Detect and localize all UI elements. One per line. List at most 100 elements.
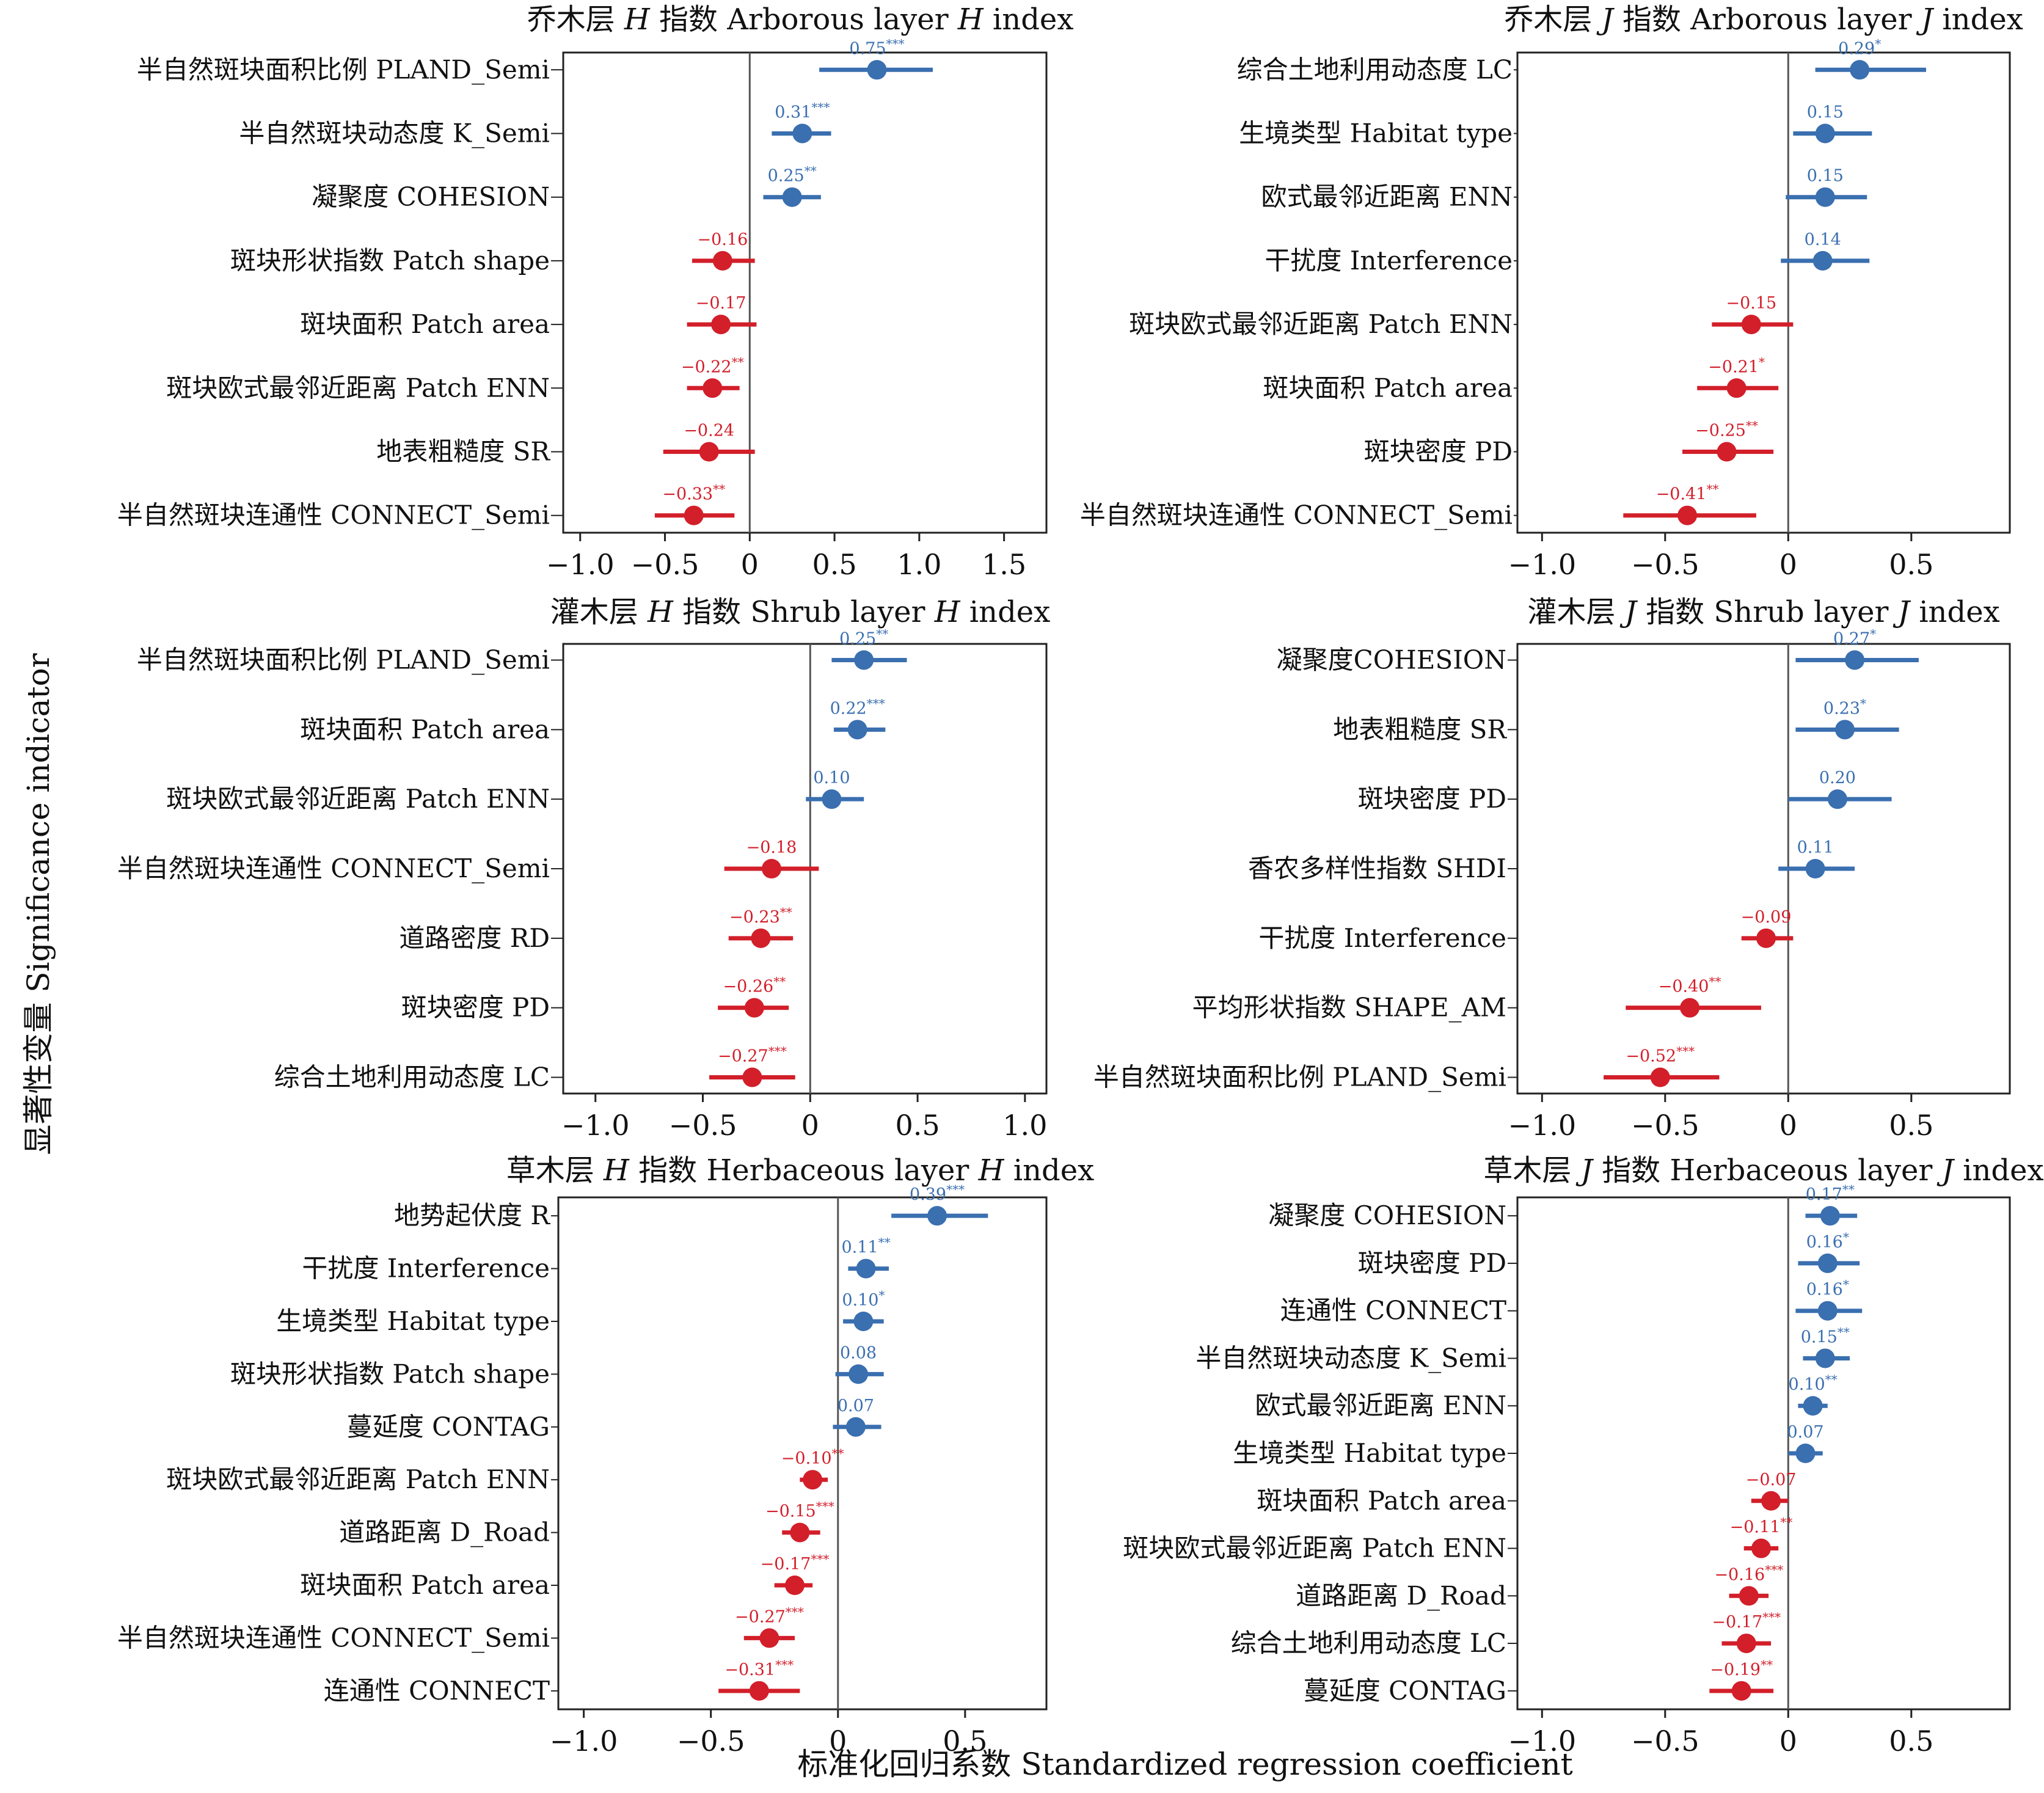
coef-point [1731,1681,1751,1701]
coef-label: 0.27* [1833,626,1876,648]
row-label: 连通性 CONNECT [1280,1296,1506,1326]
coef-value: 0.17 [1806,1185,1842,1204]
coef-value: 0.07 [1787,1423,1823,1442]
coef-value: −0.31 [725,1660,775,1679]
coef-row: 蔓延度 CONTAG −0.19** [1304,1657,1774,1706]
panel-4: 灌木层 J 指数 Shrub layer J index −1.0 −0.5 0 0.5… [1093,595,2011,1142]
coef-label: −0.07 [1746,1470,1797,1489]
significance-stars: * [1759,354,1765,369]
coef-label: −0.24 [684,422,734,440]
coef-label: −0.19** [1710,1657,1773,1679]
coef-label: 0.31*** [775,100,830,122]
coef-row: 综合土地利用动态度 LC −0.17*** [1231,1610,1781,1658]
significance-stars: * [1870,626,1876,641]
coef-value: −0.19 [1710,1660,1761,1679]
row-label: 斑块面积 Patch area [300,1570,550,1600]
x-tick-label: 0.5 [812,548,856,581]
coef-row: 综合土地利用动态度 LC −0.27*** [274,1044,795,1092]
coef-point [1650,1067,1670,1087]
row-label: 斑块面积 Patch area [1263,373,1513,403]
row-label: 地势起伏度 R [394,1200,550,1230]
coef-label: −0.22** [681,354,744,376]
coef-point [1751,1538,1771,1558]
coef-value: −0.17 [696,294,746,313]
coef-value: 0.10 [1789,1375,1825,1394]
row-label: 生境类型 Habitat type [1239,118,1513,148]
coef-point [853,1311,874,1331]
significance-stars: ** [1842,1182,1855,1197]
coef-label: 0.11 [1797,838,1834,857]
coef-value: 0.25 [768,167,805,186]
row-label: 斑块欧式最邻近距离 Patch ENN [166,784,550,814]
plot-frame [1516,1196,2011,1711]
row-label: 蔓延度 CONTAG [347,1412,550,1442]
coef-value: 0.08 [840,1343,877,1362]
coef-label: −0.26** [723,974,786,996]
coef-point [1815,1348,1835,1368]
coef-point [1803,1396,1823,1416]
significance-stars: ** [1761,1657,1773,1672]
coef-row: 欧式最邻近距离 ENN 0.15 [1261,167,1867,212]
coef-label: 0.11** [841,1235,890,1257]
coef-row: 综合土地利用动态度 LC 0.29* [1237,36,1926,84]
title-part: index [960,595,1051,629]
x-tick-label: 0.5 [1889,1725,1933,1758]
x-tick-label: −1.0 [1508,1109,1576,1142]
coef-row: 斑块密度 PD 0.20 [1358,769,1892,814]
coef-value: −0.27 [735,1607,786,1626]
row-label: 斑块形状指数 Patch shape [230,246,550,276]
x-tick-label: −1.0 [561,1109,630,1142]
coef-label: 0.23* [1823,696,1866,718]
significance-stars: *** [775,1657,794,1672]
row-label: 半自然斑块面积比例 PLAND_Semi [137,645,550,674]
coef-row: 地表粗糙度 SR −0.24 [376,422,755,467]
coef-row: 斑块欧式最邻近距离 Patch ENN −0.22** [166,354,743,403]
significance-stars: * [1875,36,1881,51]
coef-point [845,1417,866,1437]
coef-value: −0.25 [1695,422,1746,440]
row-label: 斑块欧式最邻近距离 Patch ENN [1123,1533,1506,1563]
row-label: 凝聚度COHESION [1277,645,1506,674]
coef-row: 半自然斑块面积比例 PLAND_Semi 0.75*** [137,36,933,84]
coef-label: −0.18 [746,838,797,857]
coef-value: −0.15 [1726,294,1776,313]
coef-label: 0.15** [1801,1324,1850,1346]
row-label: 平均形状指数 SHAPE_AM [1192,993,1506,1023]
title-part: 灌木层 [550,595,648,629]
coef-point [711,315,731,335]
significance-stars: ** [832,1446,844,1461]
coef-row: 半自然斑块连通性 CONNECT_Semi −0.41** [1080,482,1756,530]
coef-row: 香农多样性指数 SHDI 0.11 [1248,838,1855,883]
coef-label: −0.16*** [1714,1562,1783,1584]
panel-2: 乔木层 J 指数 Arborous layer J index −1.0 −0.5 0… [1080,2,2023,581]
coef-label: 0.29* [1838,36,1881,58]
title-part: 指数 Arborous layer [1613,2,1921,37]
coef-value: 0.39 [910,1185,946,1204]
coef-value: 0.16 [1806,1280,1843,1299]
title-part: index [984,2,1074,37]
coef-row: 干扰度 Interference 0.14 [1265,230,1870,276]
x-tick-label: 0.5 [1889,1109,1933,1142]
x-tick-label: 0.5 [943,1725,987,1758]
coef-value: −0.23 [729,908,780,927]
coef-row: 欧式最邻近距离 ENN 0.10** [1255,1372,1837,1420]
title-part: 灌木层 [1527,595,1624,629]
panel-1: 乔木层 H 指数 Arborous layer H index −1.0 −0.5 0… [117,2,1074,581]
row-label: 生境类型 Habitat type [276,1306,550,1336]
coef-point [847,720,867,740]
x-tick-label: −1.0 [1508,1725,1576,1758]
significance-stars: ** [805,164,817,178]
significance-stars: ** [780,905,792,919]
coef-point [803,1470,823,1490]
coef-point [1817,1253,1838,1273]
row-label: 半自然斑块面积比例 PLAND_Semi [1093,1062,1506,1092]
x-tick-label: −0.5 [1631,1725,1699,1758]
coef-row: 斑块密度 PD 0.16* [1358,1230,1860,1278]
coef-point [1815,123,1835,144]
significance-stars: *** [811,100,830,114]
title-part: 指数 Shrub layer [1637,595,1898,629]
row-label: 香农多样性指数 SHDI [1248,853,1506,883]
significance-stars: *** [1676,1044,1695,1059]
x-axis-label: 标准化回归系数 Standardized regression coeffici… [797,1747,1572,1782]
